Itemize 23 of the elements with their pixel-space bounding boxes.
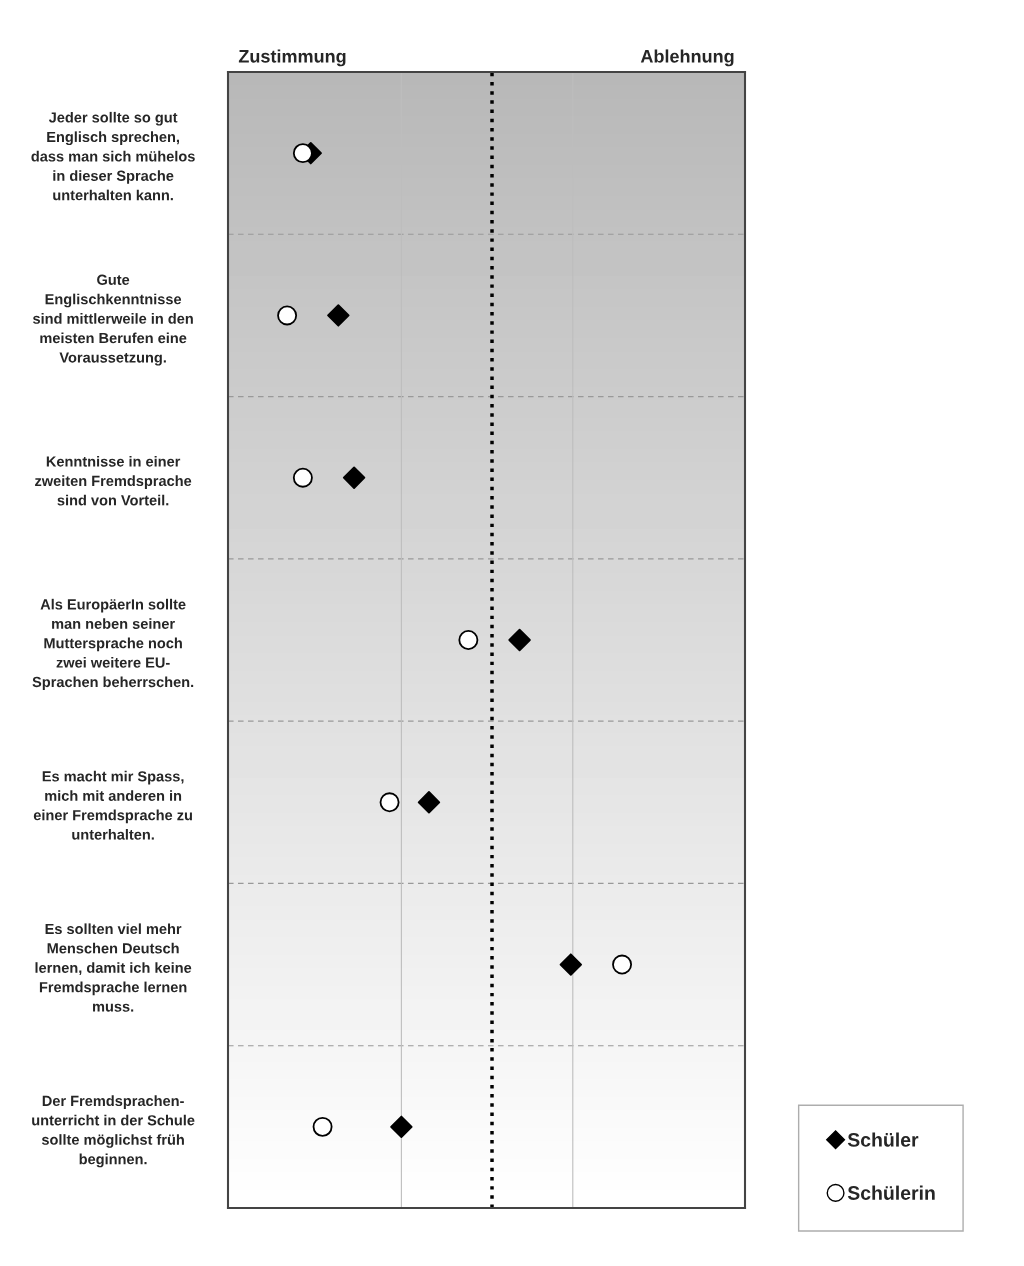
point [277,305,298,326]
y-tick-label: Es macht mir Spass, mich mit anderen in einer Fremdsprache zu unterhalten. [33,770,192,840]
point [379,792,400,813]
point [559,953,583,976]
legend-label: Schüler [847,1132,919,1147]
y-tick-label: Der Fremdsprachen- unterricht in der Schule sollte möglichst früh beginnen. [32,1095,195,1168]
point [342,466,366,489]
point [390,1115,413,1139]
point [292,467,313,488]
text: Ablehnung [640,49,734,67]
legend-label: Schülerin [847,1185,935,1200]
text: Zustimmung [238,49,346,67]
y-tick-label: Gute Englischkenntnisse sind mittlerweile in den meisten Berufen eine Voraussetzung. [32,274,193,366]
point [508,628,531,652]
y-tick-label: Es sollten viel mehr Menschen Deutsch lernen, damit ich keine Fremdsprache lernen muss. [35,923,192,1012]
point [417,791,441,814]
point [327,304,350,327]
y-tick-label: Kenntnisse in einer zweiten Fremdsprache sind von Vorteil. [35,455,192,506]
point [458,630,479,650]
y-tick-label: Jeder sollte so gut Englisch sprechen, dass man sich mühelos in dieser Sprache unterhalten kann. [31,111,195,201]
point [292,143,313,164]
y-tick-label: Als EuropäerIn sollte man neben seiner Muttersprache noch zwei weitere EU- Sprachen beherrschen. [32,598,194,691]
point [612,954,633,975]
